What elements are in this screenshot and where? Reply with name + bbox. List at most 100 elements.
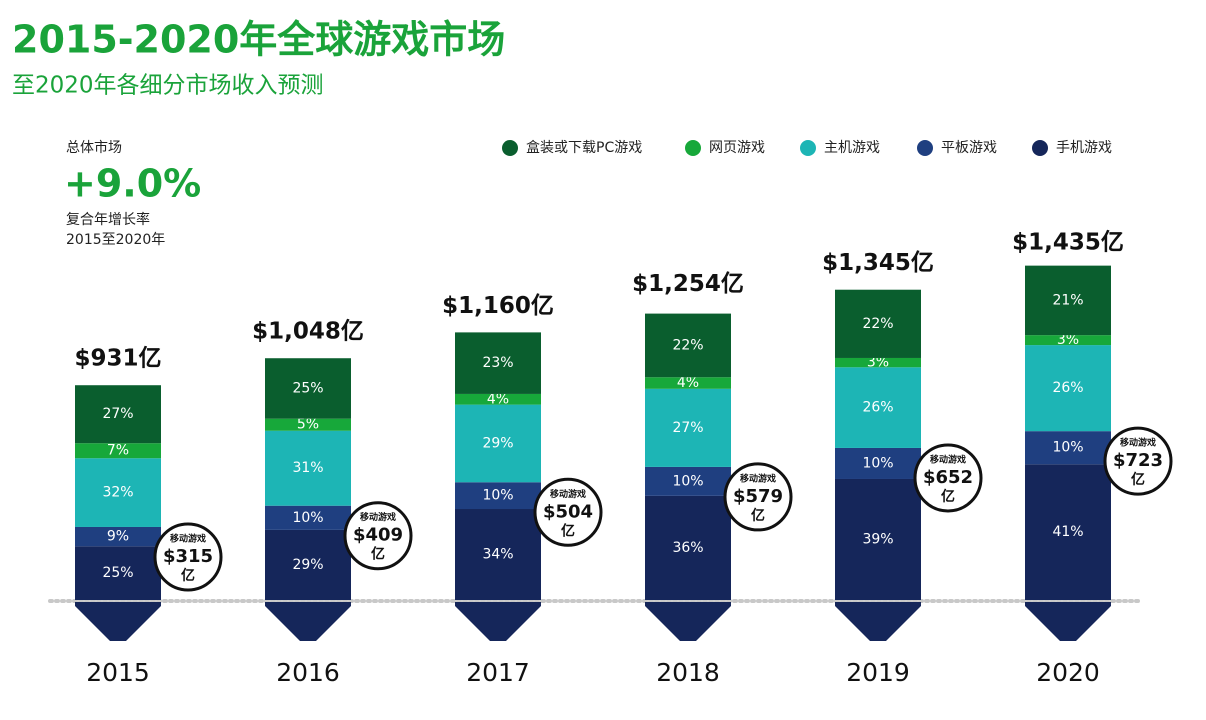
segment-label: 27% [672,420,703,436]
mobile-badge-value: $723 [1113,450,1163,471]
legend-label: 网页游戏 [709,140,765,156]
chart-subtitle: 至2020年各细分市场收入预测 [12,73,324,99]
summary-caption: 2015至2020年 [66,232,165,248]
segment-label: 10% [862,455,893,471]
x-tick-label: 2019 [846,658,910,687]
bar-segment [455,332,541,394]
bar-segment [835,447,921,479]
mobile-badge [1103,426,1173,496]
mobile-badge-unit: 亿 [181,567,195,584]
total-label: $1,435亿 [1012,229,1124,255]
mobile-badge-unit: 亿 [941,488,955,505]
bar-segment [645,495,731,600]
bar-segment [265,430,351,506]
arrow [645,602,731,641]
bar-segment [265,529,351,600]
segment-label: 10% [482,488,513,504]
bar-segment [1025,345,1111,432]
bar-segment [835,357,921,368]
segment-label: 10% [672,473,703,489]
segment-label: 34% [482,547,513,563]
bar-segment [1025,431,1111,465]
total-label: $1,254亿 [632,271,744,297]
x-tick-label: 2018 [656,658,720,687]
bar-segment [645,313,731,378]
x-tick-label: 2020 [1036,658,1100,687]
bar-segment [1025,335,1111,346]
bar-segment [75,546,161,600]
mobile-badge-unit: 亿 [561,522,575,539]
legend-swatch [800,140,816,156]
bar-segment [645,466,731,496]
legend-swatch [917,140,933,156]
mobile-badge-title: 移动游戏 [740,472,776,484]
legend-label: 盒装或下载PC游戏 [526,139,642,156]
segment-label: 7% [107,443,129,459]
mobile-badge-unit: 亿 [371,546,385,563]
mobile-badge-title: 移动游戏 [550,488,586,500]
segment-label: 26% [862,400,893,416]
arrow [835,602,921,641]
segment-label: 29% [292,557,323,573]
bar-segment [835,478,921,600]
x-tick-label: 2016 [276,658,340,687]
segment-label: 25% [102,565,133,581]
mobile-badge [913,443,983,513]
segment-label: 4% [677,375,699,391]
segment-label: 27% [102,406,133,422]
bar-segment [455,393,541,405]
arrow [455,602,541,641]
segment-label: 39% [862,531,893,547]
mobile-badge-value: $504 [543,501,593,522]
segment-label: 22% [672,337,703,353]
segment-label: 32% [102,485,133,501]
total-label: $1,160亿 [442,293,554,319]
mobile-badge-title: 移动游戏 [930,453,966,465]
mobile-badge-unit: 亿 [751,507,765,524]
segment-label: 23% [482,355,513,371]
total-label: $1,048亿 [252,319,364,345]
arrow [265,602,351,641]
segment-label: 36% [672,540,703,556]
legend-label: 平板游戏 [941,140,997,156]
segment-label: 25% [292,380,323,396]
segment-label: 5% [297,417,319,433]
mobile-badge-title: 移动游戏 [1120,437,1156,449]
total-label: $1,345亿 [822,250,934,276]
segment-label: 3% [1057,332,1079,348]
segment-label: 26% [1052,380,1083,396]
legend-label: 手机游戏 [1056,140,1112,156]
bar-segment [75,458,161,527]
total-label: $931亿 [74,346,161,372]
mobile-badge-value: $652 [923,467,973,488]
legend-swatch [502,140,518,156]
arrow [75,602,161,641]
bar-segment [265,505,351,530]
bar-segment [75,385,161,444]
summary-label: 总体市场 [66,139,122,156]
summary-value: +9.0% [64,162,201,206]
bar-segment [1025,464,1111,600]
mobile-badge [343,501,413,571]
segment-label: 3% [867,355,889,371]
bar-segment [75,526,161,547]
mobile-badge [153,522,223,592]
segment-label: 31% [292,460,323,476]
bar-segment [265,358,351,419]
bar-segment [645,377,731,389]
bar-segment [1025,265,1111,336]
segment-label: 9% [107,529,129,545]
legend-label: 主机游戏 [824,140,880,156]
legend-swatch [685,140,701,156]
chart-title: 2015-2020年全球游戏市场 [12,18,505,62]
legend-swatch [1032,140,1048,156]
segment-label: 10% [292,510,323,526]
x-tick-label: 2017 [466,658,530,687]
mobile-badge-value: $579 [733,486,783,507]
bar-segment [455,404,541,483]
mobile-badge-value: $409 [353,525,403,546]
mobile-badge [723,462,793,532]
arrow [1025,602,1111,641]
summary-caption: 复合年增长率 [66,211,150,228]
